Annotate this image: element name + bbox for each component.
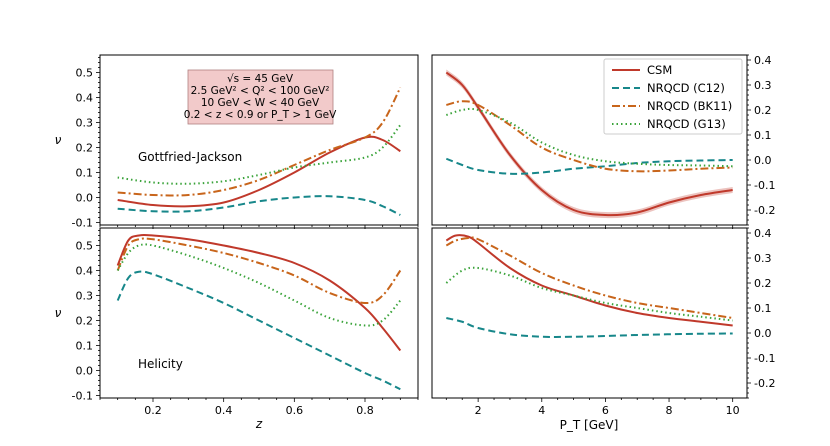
y-label-bottom-left: ν <box>55 306 62 320</box>
y-tick-label: 0.0 <box>76 365 94 378</box>
y-tick-label: 0.1 <box>76 340 94 353</box>
y-tick-label: 0.0 <box>754 154 772 167</box>
y-tick-label: 0.4 <box>754 227 772 240</box>
series-line-csm <box>445 234 733 327</box>
y-tick-label: 0.5 <box>76 67 94 80</box>
y-tick-label: -0.1 <box>754 352 775 365</box>
y-tick-label: 0.3 <box>76 117 94 130</box>
series-line-csm <box>445 71 733 217</box>
series-line-nrqcd-c12 <box>445 157 733 175</box>
series-line-nrqcd-c12 <box>116 270 401 391</box>
series-line-nrqcd-c12 <box>446 317 733 338</box>
series-top-left <box>117 87 402 216</box>
panel-frame-bottom-right <box>431 227 748 399</box>
y-tick-label: 0.2 <box>76 142 94 155</box>
series-line-nrqcd-g13 <box>116 243 402 327</box>
kinematics-line-3: 10 GeV < W < 40 GeV <box>201 97 320 109</box>
series-bottom-left <box>116 233 402 391</box>
x-tick-label: 2 <box>475 404 482 417</box>
series-line-nrqcd-bk11 <box>117 87 402 197</box>
series-line-nrqcd-bk11 <box>445 236 733 319</box>
kinematics-line-4: 0.2 < z < 0.9 or P_T > 1 GeV <box>184 109 337 121</box>
y-tick-label: -0.2 <box>754 377 775 390</box>
x-label-bottom-left: z <box>255 417 263 431</box>
series-line-csm <box>117 135 401 208</box>
series-line-nrqcd-c12 <box>117 195 401 216</box>
x-tick-label: 6 <box>602 404 609 417</box>
y-tick-label: 0.3 <box>754 79 772 92</box>
y-tick-label: 0.3 <box>754 252 772 265</box>
y-tick-label: -0.1 <box>72 217 93 230</box>
series-line-nrqcd-bk11 <box>116 237 402 305</box>
x-label-bottom-right: P_T [GeV] <box>560 418 619 432</box>
legend-label-g13: NRQCD (G13) <box>647 117 726 131</box>
series-line-nrqcd-g13 <box>445 266 733 322</box>
legend-label-c12: NRQCD (C12) <box>647 81 725 95</box>
x-tick-label: 4 <box>538 404 545 417</box>
series-line-csm <box>116 233 402 352</box>
legend-label-csm: CSM <box>647 63 672 77</box>
series-line-nrqcd-g13 <box>446 107 733 168</box>
y-tick-label: 0.5 <box>76 240 94 253</box>
y-tick-label: -0.1 <box>72 390 93 403</box>
y-tick-label: 0.4 <box>76 265 94 278</box>
x-tick-label: 0.6 <box>286 404 304 417</box>
x-tick-label: 0.2 <box>144 404 162 417</box>
y-tick-label: 0.3 <box>76 290 94 303</box>
annotation-helicity: Helicity <box>138 357 183 371</box>
y-tick-label: 0.4 <box>754 54 772 67</box>
y-tick-label: 0.0 <box>76 192 94 205</box>
y-label-top-left: ν <box>55 133 62 147</box>
x-tick-label: 0.8 <box>356 404 374 417</box>
y-tick-label: 0.1 <box>754 129 772 142</box>
y-tick-label: 0.4 <box>76 92 94 105</box>
y-tick-label: 0.1 <box>76 167 94 180</box>
y-tick-label: 0.2 <box>754 104 772 117</box>
series-bottom-right <box>445 234 733 338</box>
y-tick-label: -0.2 <box>754 204 775 217</box>
series-top-right <box>445 69 733 219</box>
kinematics-line-2: 2.5 GeV² < Q² < 100 GeV² <box>191 85 330 97</box>
annotation-gottfried-jackson: Gottfried-Jackson <box>138 150 242 164</box>
legend: CSM NRQCD (C12) NRQCD (BK11) NRQCD (G13) <box>603 58 743 135</box>
x-tick-label: 8 <box>666 404 673 417</box>
kinematics-line-1: √s = 45 GeV <box>227 73 294 85</box>
csm-uncertainty-band <box>446 69 733 219</box>
legend-label-bk11: NRQCD (BK11) <box>647 99 732 113</box>
ticks-layer: 0.5 0.4 0.3 0.2 0.1 0.0 -0.1 0.4 0.3 0.2 0.1 0.0 -0.… <box>72 54 776 417</box>
y-tick-label: 0.2 <box>76 315 94 328</box>
y-tick-label: -0.1 <box>754 179 775 192</box>
y-tick-label: 0.2 <box>754 277 772 290</box>
x-tick-label: 10 <box>726 404 740 417</box>
kinematics-box: √s = 45 GeV 2.5 GeV² < Q² < 100 GeV² 10 … <box>184 69 337 125</box>
y-tick-label: 0.1 <box>754 302 772 315</box>
x-tick-label: 0.4 <box>215 404 233 417</box>
y-tick-label: 0.0 <box>754 327 772 340</box>
